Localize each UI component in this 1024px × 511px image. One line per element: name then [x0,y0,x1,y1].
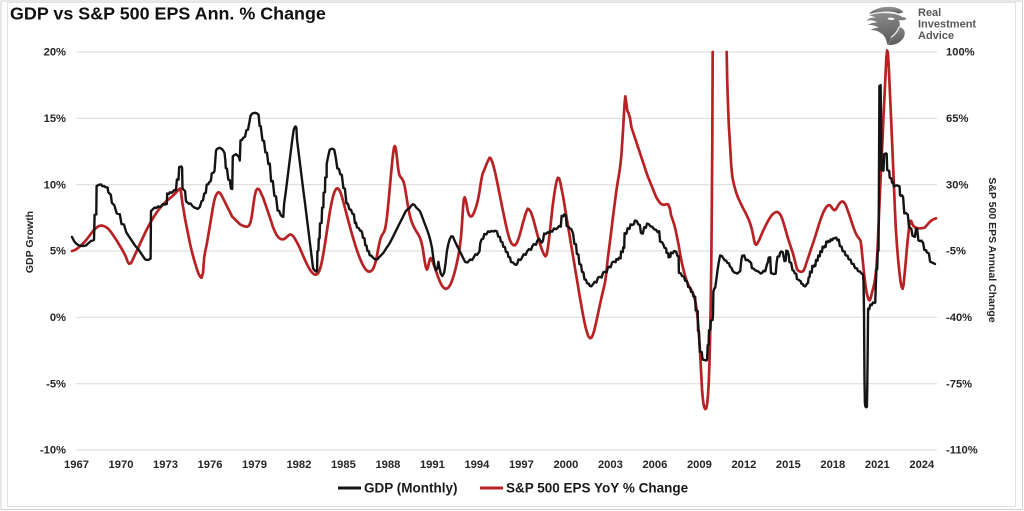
svg-text:GDP (Monthly): GDP (Monthly) [364,481,458,496]
svg-text:-5%: -5% [946,246,966,258]
svg-text:Investment: Investment [918,19,976,31]
svg-text:S&P 500 EPS YoY % Change: S&P 500 EPS YoY % Change [506,481,689,496]
svg-text:2009: 2009 [687,459,712,471]
svg-text:S&P 500 EPS Annual Change: S&P 500 EPS Annual Change [986,177,998,322]
svg-text:2021: 2021 [865,459,890,471]
svg-text:2018: 2018 [820,459,845,471]
svg-text:5%: 5% [50,246,66,258]
svg-text:GDP vs S&P 500 EPS Ann. % Chan: GDP vs S&P 500 EPS Ann. % Change [10,4,326,24]
svg-text:1976: 1976 [198,459,223,471]
svg-text:100%: 100% [946,47,975,59]
svg-text:65%: 65% [946,113,968,125]
svg-text:1967: 1967 [64,459,89,471]
svg-text:GDP Growth: GDP Growth [24,211,36,273]
svg-text:1988: 1988 [375,459,400,471]
svg-text:1994: 1994 [464,459,490,471]
svg-text:2003: 2003 [598,459,623,471]
svg-text:1970: 1970 [109,459,134,471]
svg-text:-110%: -110% [946,445,978,457]
svg-text:Real: Real [918,7,941,19]
svg-text:1991: 1991 [420,459,445,471]
svg-text:10%: 10% [44,179,66,191]
svg-text:2012: 2012 [731,459,756,471]
svg-text:1979: 1979 [242,459,267,471]
svg-text:20%: 20% [44,47,66,59]
svg-text:-40%: -40% [946,312,972,324]
svg-text:2006: 2006 [642,459,667,471]
svg-text:Advice: Advice [918,30,954,42]
svg-text:-75%: -75% [946,378,972,390]
svg-text:2015: 2015 [776,459,801,471]
svg-text:1982: 1982 [286,459,311,471]
svg-text:1973: 1973 [153,459,178,471]
svg-text:2024: 2024 [909,459,935,471]
svg-text:1997: 1997 [509,459,534,471]
svg-text:-5%: -5% [46,378,66,390]
svg-text:-10%: -10% [40,445,66,457]
svg-text:0%: 0% [50,312,66,324]
svg-text:1985: 1985 [331,459,356,471]
svg-text:2000: 2000 [553,459,578,471]
svg-text:15%: 15% [44,113,66,125]
svg-text:30%: 30% [946,179,968,191]
